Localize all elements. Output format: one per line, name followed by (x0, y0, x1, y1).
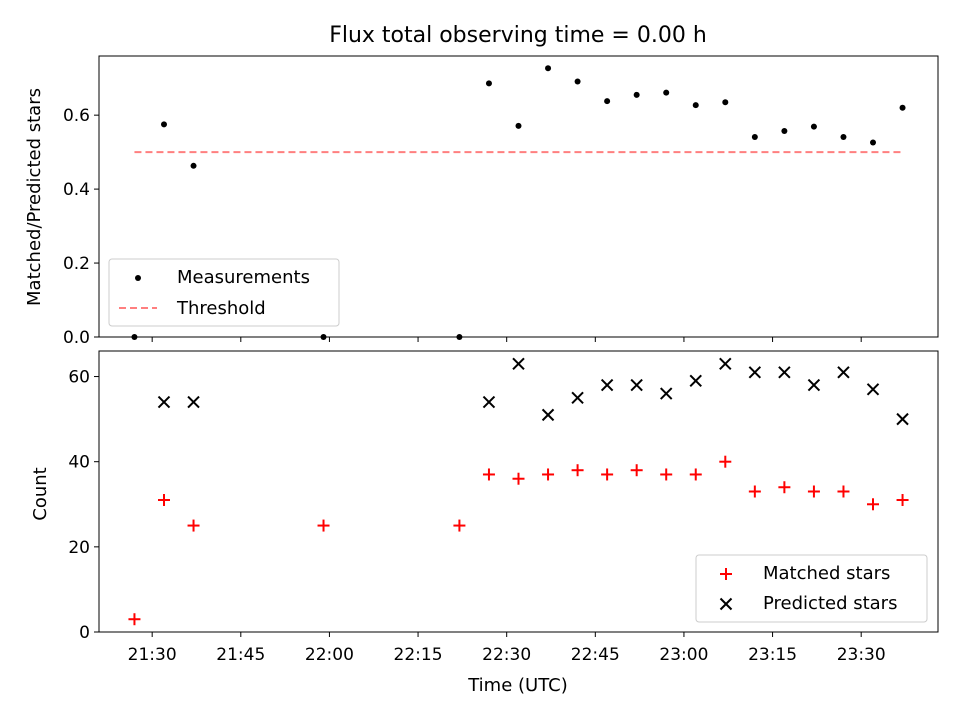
y-tick-label: 20 (68, 538, 90, 558)
x-tick-label: 22:15 (394, 645, 443, 665)
y-tick-label: 0 (79, 623, 90, 643)
legend-matched-marker (720, 568, 732, 580)
matched-stars-point (482, 468, 495, 481)
measurement-point (545, 65, 552, 72)
matched-stars-point (453, 519, 466, 532)
x-axis-label: Time (UTC) (467, 675, 568, 696)
predicted-stars-point (187, 395, 200, 409)
measurement-point (190, 162, 197, 169)
predicted-stars-point (778, 366, 791, 379)
matched-stars-point (157, 494, 170, 507)
predicted-stars-point (482, 395, 496, 409)
predicted-stars-point (807, 378, 821, 392)
predicted-stars-point (748, 366, 762, 379)
x-tick-label: 21:30 (128, 645, 177, 665)
matched-stars-point (807, 485, 820, 498)
x-tick-label: 22:30 (482, 645, 531, 665)
matched-stars-point (187, 519, 200, 532)
predicted-stars-point (541, 408, 555, 422)
predicted-stars-point (896, 412, 909, 426)
legend-predicted-marker (719, 597, 733, 611)
y-tick-label: 0.6 (63, 106, 90, 126)
measurement-point (810, 123, 817, 130)
x-tick-label: 22:00 (305, 645, 354, 665)
top-legend-box (108, 258, 340, 327)
matched-stars-point (128, 613, 141, 626)
matched-stars-point (571, 464, 584, 477)
matched-stars-point (317, 519, 330, 532)
top-axis-ticks: 0.0 0.2 0.4 0.6 (63, 106, 862, 348)
bottom-legend-box (695, 554, 928, 623)
matched-stars-point (601, 468, 614, 481)
measurement-point (663, 89, 670, 96)
measurement-point (160, 121, 167, 128)
legend-measurements-label: Measurements (177, 267, 310, 288)
predicted-stars-point (600, 378, 614, 392)
chart-title: Flux total observing time = 0.00 h (329, 23, 707, 48)
measurement-point (781, 128, 788, 135)
y-tick-label: 40 (68, 453, 90, 473)
x-tick-label: 22:45 (571, 645, 620, 665)
predicted-stars-point (719, 357, 732, 370)
legend-predicted-label: Predicted stars (763, 593, 897, 614)
top-axes-frame (98, 55, 939, 338)
legend-threshold-label: Threshold (176, 298, 266, 319)
measurement-point (574, 78, 581, 85)
matched-stars-point (896, 494, 909, 507)
legend-measurements-marker (135, 275, 141, 281)
predicted-stars-point (660, 387, 673, 400)
bottom-plot-marks (128, 357, 909, 626)
measurement-point (751, 133, 758, 140)
legend-matched-label: Matched stars (763, 563, 890, 584)
count-panel: Count Time (UTC) 0 20 40 60 21:30 21:45 22:00 2… (30, 350, 939, 696)
bottom-y-axis-label: Count (30, 467, 51, 520)
matched-stars-point (630, 464, 643, 477)
matched-stars-point (512, 472, 525, 485)
x-tick-label: 23:15 (748, 645, 797, 665)
matched-stars-point (748, 485, 761, 498)
measurement-point (485, 80, 492, 87)
matched-stars-point (778, 481, 791, 494)
predicted-stars-point (689, 374, 702, 388)
top-y-axis-label: Matched/Predicted stars (24, 88, 45, 306)
predicted-stars-point (837, 366, 850, 379)
measurement-point (899, 104, 906, 111)
y-tick-label: 60 (68, 368, 90, 388)
bottom-legend: Matched stars Predicted stars (695, 554, 928, 623)
x-tick-label: 23:00 (659, 645, 708, 665)
predicted-stars-point (512, 357, 525, 370)
predicted-stars-point (157, 395, 171, 409)
matched-stars-point (837, 485, 850, 498)
ratio-panel: Flux total observing time = 0.00 h Match… (24, 23, 939, 348)
matched-stars-point (867, 498, 880, 511)
measurement-point (840, 133, 847, 140)
y-tick-label: 0.4 (63, 180, 90, 200)
predicted-stars-point (571, 391, 584, 405)
bottom-axes-frame (98, 350, 939, 633)
top-legend: Measurements Threshold (108, 258, 340, 327)
matched-stars-point (719, 455, 732, 468)
measurement-point (692, 102, 699, 109)
x-tick-label: 23:30 (837, 645, 886, 665)
measurement-point (722, 99, 729, 106)
matched-stars-point (660, 468, 673, 481)
matched-stars-point (689, 468, 702, 481)
matched-stars-point (542, 468, 555, 481)
measurement-point (515, 122, 522, 129)
y-tick-label: 0.0 (63, 328, 90, 348)
bottom-axis-ticks: 0 20 40 60 21:30 21:45 22:00 22:15 22:30 22:45 23:… (68, 368, 885, 665)
measurement-point (633, 91, 640, 98)
top-plot-marks (131, 65, 906, 340)
y-tick-label: 0.2 (63, 254, 90, 274)
measurement-point (604, 98, 611, 105)
predicted-stars-point (630, 378, 643, 392)
predicted-stars-point (866, 383, 880, 396)
measurement-point (870, 139, 877, 146)
x-tick-label: 21:45 (216, 645, 265, 665)
